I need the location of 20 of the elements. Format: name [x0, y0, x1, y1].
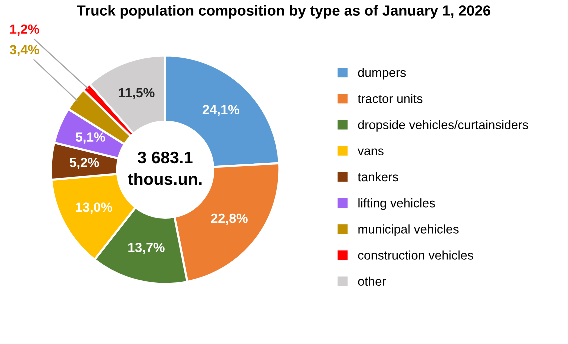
- data-label: 5,2%: [70, 158, 100, 170]
- data-label: 13,7%: [128, 243, 165, 254]
- legend-label: other: [358, 276, 386, 286]
- legend-label: tankers: [358, 172, 398, 182]
- legend-label: dropside vehicles/curtainsiders: [358, 120, 528, 132]
- legend-label: lifting vehicles: [358, 198, 436, 210]
- data-label: 22,8%: [211, 214, 248, 226]
- legend-label: construction vehicles: [358, 250, 474, 260]
- text: 3 683.1 thous.un.: [128, 152, 202, 186]
- data-label: 24,1%: [202, 105, 240, 116]
- legend-label: vans: [358, 148, 384, 156]
- data-label: 11,5%: [119, 88, 155, 100]
- chart-title: Truck population composition by type as of January 1, 2026: [77, 5, 491, 19]
- data-label: 13,0%: [76, 202, 112, 214]
- legend-label: tractor units: [358, 94, 423, 104]
- data-label: 5,1%: [76, 132, 106, 144]
- legend-label: dumpers: [358, 68, 406, 80]
- legend-label: municipal vehicles: [358, 224, 459, 236]
- data-label: 3,4%: [10, 45, 40, 57]
- data-label: 1,2%: [10, 24, 40, 36]
